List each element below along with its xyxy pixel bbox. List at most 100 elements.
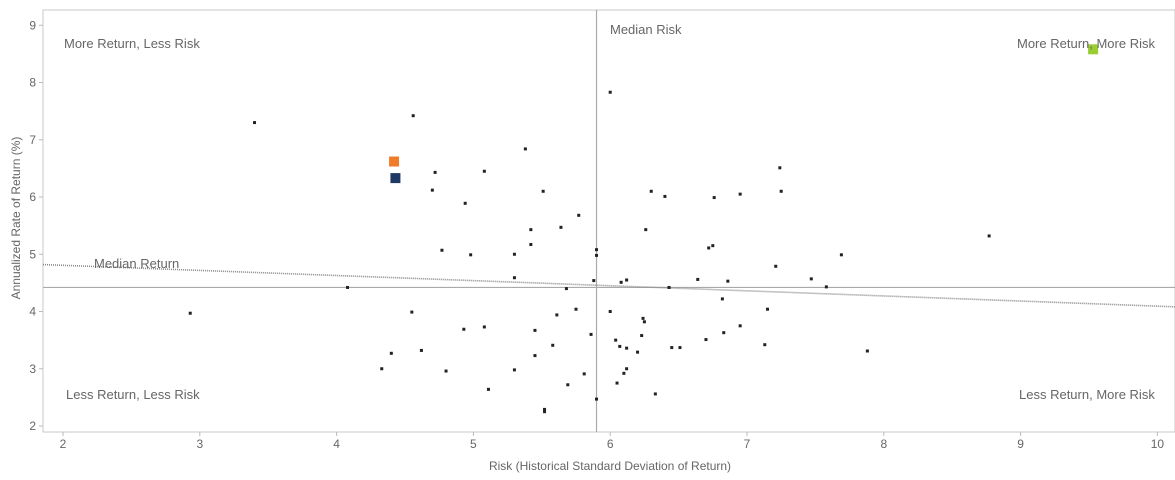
x-tick-label: 3 bbox=[196, 437, 203, 451]
data-point bbox=[188, 311, 192, 315]
data-point bbox=[608, 310, 612, 313]
x-tick-label: 9 bbox=[1017, 437, 1024, 451]
x-tick-label: 6 bbox=[607, 437, 614, 451]
data-point bbox=[564, 287, 568, 291]
data-point bbox=[696, 277, 700, 281]
data-point bbox=[440, 248, 444, 252]
data-point bbox=[625, 346, 629, 350]
data-point bbox=[533, 354, 537, 358]
median-lines bbox=[43, 10, 1175, 432]
data-point bbox=[738, 324, 742, 328]
data-point bbox=[462, 327, 466, 331]
data-point bbox=[766, 307, 770, 311]
quadrant-label-bottom-left: Less Return, Less Risk bbox=[66, 387, 200, 402]
median-risk-label: Median Risk bbox=[610, 22, 682, 37]
data-point bbox=[444, 369, 448, 373]
data-point bbox=[619, 280, 623, 284]
data-point bbox=[512, 252, 516, 256]
data-point bbox=[726, 279, 730, 283]
data-point bbox=[543, 410, 547, 414]
y-tick-label: 4 bbox=[29, 305, 36, 319]
data-point bbox=[707, 246, 711, 250]
quadrant-label-top-right: More Return, More Risk bbox=[1017, 36, 1155, 51]
data-point bbox=[720, 297, 724, 301]
data-point bbox=[649, 189, 653, 193]
data-point bbox=[809, 277, 813, 281]
data-point bbox=[411, 114, 415, 118]
data-point bbox=[642, 320, 646, 324]
data-point bbox=[987, 234, 991, 238]
y-axis-title: Annualized Rate of Return (%) bbox=[9, 137, 23, 300]
data-point bbox=[595, 248, 599, 252]
data-point bbox=[512, 368, 516, 372]
y-tick-label: 6 bbox=[29, 190, 36, 204]
data-point bbox=[722, 331, 726, 335]
x-tick-label: 5 bbox=[470, 437, 477, 451]
data-point bbox=[778, 166, 782, 170]
data-point bbox=[711, 244, 715, 248]
highlighted-data-point bbox=[389, 156, 400, 167]
data-point bbox=[712, 196, 716, 200]
data-point bbox=[636, 350, 640, 354]
axes-layer: 2 3 4 5 6 7 8 9 10 2 3 4 5 6 7 8 9 bbox=[29, 9, 1175, 451]
y-tick-label: 8 bbox=[29, 76, 36, 90]
data-point bbox=[463, 201, 467, 205]
data-point bbox=[529, 228, 533, 232]
data-point bbox=[380, 367, 384, 371]
data-point bbox=[614, 338, 618, 342]
data-point bbox=[559, 225, 563, 229]
x-tick-label: 8 bbox=[880, 437, 887, 451]
labels-layer: Risk (Historical Standard Deviation of R… bbox=[9, 22, 1155, 473]
data-point bbox=[615, 381, 619, 385]
x-tick-label: 2 bbox=[60, 437, 67, 451]
highlighted-data-point bbox=[1088, 44, 1099, 55]
data-point bbox=[523, 147, 527, 151]
data-point bbox=[529, 243, 533, 247]
data-point bbox=[824, 285, 828, 289]
data-point bbox=[625, 278, 629, 282]
data-point bbox=[595, 397, 599, 401]
quadrant-label-top-left: More Return, Less Risk bbox=[64, 36, 200, 51]
data-point bbox=[389, 351, 393, 355]
data-point bbox=[738, 192, 742, 196]
data-point bbox=[551, 343, 555, 347]
data-point bbox=[839, 253, 843, 257]
data-point bbox=[704, 338, 708, 342]
trend-line-layer bbox=[42, 263, 1175, 308]
data-point bbox=[622, 371, 626, 375]
data-point bbox=[577, 213, 581, 217]
data-point bbox=[779, 189, 783, 193]
data-point bbox=[595, 253, 599, 257]
data-point bbox=[574, 307, 578, 311]
data-point bbox=[641, 316, 645, 320]
data-point bbox=[592, 279, 596, 283]
quadrant-label-bottom-right: Less Return, More Risk bbox=[1019, 387, 1155, 402]
data-point bbox=[469, 253, 473, 257]
data-point bbox=[865, 349, 869, 353]
data-point bbox=[482, 169, 486, 173]
data-point bbox=[543, 407, 547, 411]
data-point bbox=[618, 344, 622, 348]
data-point bbox=[555, 313, 559, 317]
data-point bbox=[653, 392, 657, 396]
data-point bbox=[346, 285, 350, 289]
data-point bbox=[663, 194, 667, 198]
data-point bbox=[582, 372, 586, 376]
data-point bbox=[667, 285, 671, 289]
data-point bbox=[670, 346, 674, 350]
y-tick-label: 3 bbox=[29, 362, 36, 376]
plot-frame bbox=[42, 9, 1175, 433]
x-tick-label: 7 bbox=[744, 437, 751, 451]
data-point bbox=[763, 343, 767, 347]
data-point bbox=[482, 325, 486, 329]
data-point bbox=[625, 367, 629, 371]
y-tick-label: 5 bbox=[29, 247, 36, 261]
trend-line bbox=[42, 263, 1175, 308]
data-point bbox=[640, 334, 644, 338]
data-point bbox=[608, 90, 612, 94]
data-point bbox=[774, 264, 778, 268]
data-point bbox=[512, 276, 516, 280]
y-tick-label: 7 bbox=[29, 133, 36, 147]
